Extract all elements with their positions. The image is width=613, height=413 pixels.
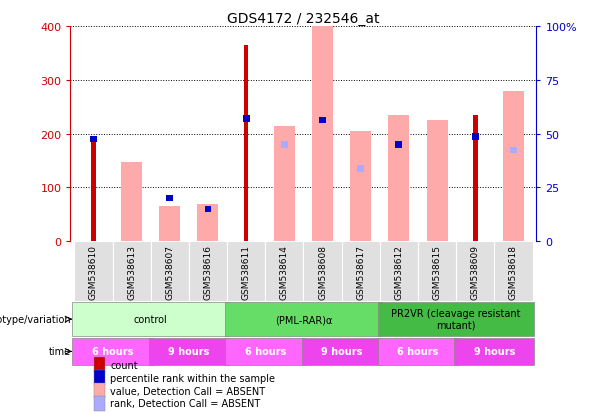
Bar (389, 116, 409, 242)
Text: GSM538614: GSM538614 (280, 245, 289, 299)
Bar (281, 142, 287, 148)
Bar (90, 136, 97, 143)
Bar (456, 242, 494, 301)
Bar (166, 195, 173, 202)
Text: GSM538615: GSM538615 (433, 245, 441, 299)
Bar (494, 242, 533, 301)
Bar (395, 142, 402, 148)
Bar (341, 242, 380, 301)
Text: GSM538618: GSM538618 (509, 245, 518, 299)
Bar (94, 396, 105, 411)
Bar (91, 142, 96, 242)
Bar (244, 46, 248, 242)
Text: (PML-RAR)α: (PML-RAR)α (275, 314, 332, 324)
Bar (350, 132, 371, 242)
Bar (427, 121, 447, 242)
Text: GSM538617: GSM538617 (356, 245, 365, 299)
Bar (274, 126, 295, 242)
Bar (265, 242, 303, 301)
Bar (94, 357, 105, 373)
Text: 6 hours: 6 hours (245, 347, 286, 356)
Bar (395, 142, 402, 148)
Text: GSM538610: GSM538610 (89, 245, 98, 299)
Text: 9 hours: 9 hours (168, 347, 210, 356)
Bar (225, 302, 382, 337)
Bar (227, 242, 265, 301)
Text: GSM538616: GSM538616 (204, 245, 213, 299)
Bar (473, 116, 478, 242)
Text: GSM538613: GSM538613 (127, 245, 136, 299)
Text: 9 hours: 9 hours (474, 347, 515, 356)
Bar (312, 27, 333, 242)
Text: 9 hours: 9 hours (321, 347, 362, 356)
Text: GSM538611: GSM538611 (242, 245, 251, 299)
Bar (503, 91, 524, 242)
Text: rank, Detection Call = ABSENT: rank, Detection Call = ABSENT (110, 399, 261, 408)
Bar (510, 147, 517, 154)
Bar (94, 370, 105, 385)
Text: count: count (110, 360, 138, 370)
Bar (378, 302, 535, 337)
Bar (72, 302, 229, 337)
Text: percentile rank within the sample: percentile rank within the sample (110, 373, 275, 383)
Bar (472, 134, 479, 140)
Text: GSM538609: GSM538609 (471, 245, 480, 299)
Text: PR2VR (cleavage resistant
mutant): PR2VR (cleavage resistant mutant) (392, 309, 521, 330)
Bar (380, 242, 418, 301)
Text: 6 hours: 6 hours (92, 347, 133, 356)
Bar (205, 206, 211, 213)
Text: GSM538612: GSM538612 (394, 245, 403, 299)
Text: 6 hours: 6 hours (397, 347, 439, 356)
Text: GSM538607: GSM538607 (166, 245, 174, 299)
Text: genotype/variation: genotype/variation (0, 314, 71, 324)
Bar (319, 118, 326, 124)
Bar (121, 162, 142, 242)
Text: value, Detection Call = ABSENT: value, Detection Call = ABSENT (110, 386, 265, 396)
Bar (197, 204, 218, 242)
Bar (74, 242, 113, 301)
Bar (303, 242, 341, 301)
Bar (159, 207, 180, 242)
Text: time: time (49, 347, 71, 356)
Title: GDS4172 / 232546_at: GDS4172 / 232546_at (227, 12, 379, 26)
Bar (418, 242, 456, 301)
Bar (243, 116, 249, 123)
Bar (454, 338, 535, 366)
Bar (94, 383, 105, 398)
Bar (149, 338, 229, 366)
Bar (302, 338, 382, 366)
Bar (357, 166, 364, 173)
Bar (225, 338, 305, 366)
Text: control: control (134, 314, 167, 324)
Text: GSM538608: GSM538608 (318, 245, 327, 299)
Bar (72, 338, 153, 366)
Bar (151, 242, 189, 301)
Bar (378, 338, 458, 366)
Bar (189, 242, 227, 301)
Bar (113, 242, 151, 301)
